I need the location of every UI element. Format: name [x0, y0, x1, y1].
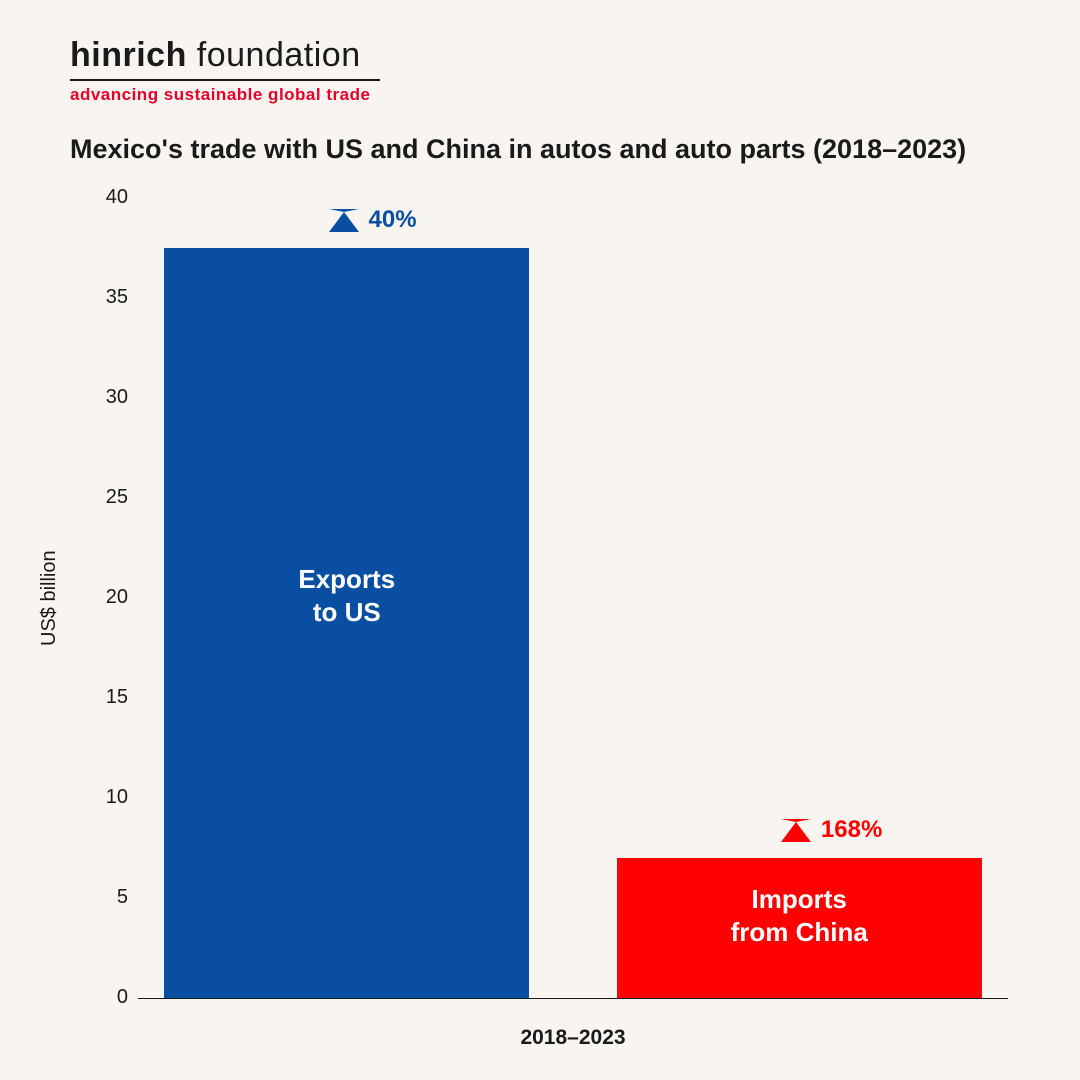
y-tick-label: 0: [78, 986, 128, 1009]
y-tick-label: 30: [78, 386, 128, 409]
brand-tagline: advancing sustainable global trade: [70, 85, 380, 105]
y-tick-label: 25: [78, 486, 128, 509]
y-tick-label: 10: [78, 786, 128, 809]
brand-name-bold: hinrich: [70, 36, 187, 74]
chart-canvas: hinrich foundation advancing sustainable…: [0, 0, 1080, 1080]
y-tick-label: 35: [78, 286, 128, 309]
growth-callout-exports-us: 40%: [329, 206, 417, 234]
y-tick-label: 15: [78, 686, 128, 709]
brand-rule: [70, 79, 380, 81]
y-axis-label: US$ billion: [38, 550, 61, 646]
x-axis-line: [138, 998, 1008, 999]
bar-label-exports-us: Exportsto US: [164, 563, 529, 628]
growth-percent-exports-us: 40%: [369, 206, 417, 234]
up-triangle-icon: [781, 819, 811, 842]
brand-name: hinrich foundation: [70, 36, 380, 75]
y-tick-label: 5: [78, 886, 128, 909]
bar-label-imports-china: Importsfrom China: [617, 883, 982, 948]
growth-callout-imports-china: 168%: [781, 816, 882, 844]
chart-title: Mexico's trade with US and China in auto…: [70, 134, 966, 165]
y-tick-label: 20: [78, 586, 128, 609]
y-tick-label: 40: [78, 186, 128, 209]
up-triangle-icon: [329, 209, 359, 232]
x-axis-label: 2018–2023: [138, 1026, 1008, 1050]
growth-percent-imports-china: 168%: [821, 816, 882, 844]
bar-imports-china: Importsfrom China: [617, 858, 982, 998]
brand-name-rest: foundation: [187, 36, 361, 74]
brand-logo: hinrich foundation advancing sustainable…: [70, 36, 380, 105]
bar-exports-us: Exportsto US: [164, 248, 529, 998]
